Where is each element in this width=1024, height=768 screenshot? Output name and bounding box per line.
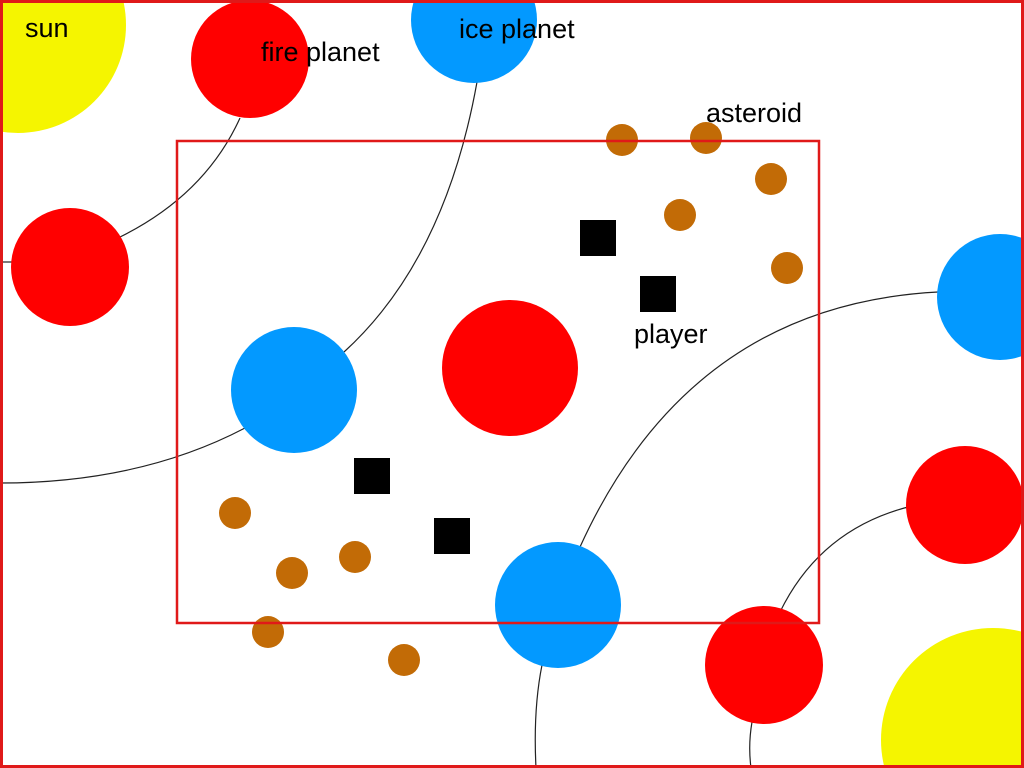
ice-planet	[231, 327, 357, 453]
player	[354, 458, 390, 494]
asteroid	[388, 644, 420, 676]
asteroid	[219, 497, 251, 529]
fire-planet	[906, 446, 1024, 564]
orbit-path	[779, 506, 909, 613]
ice-planet	[937, 234, 1024, 360]
orbit-path	[0, 427, 246, 484]
asteroid	[339, 541, 371, 573]
sun-label: sun	[25, 13, 69, 43]
orbit-paths	[0, 81, 939, 768]
asteroid	[755, 163, 787, 195]
asteroid	[252, 616, 284, 648]
player-label: player	[634, 319, 708, 349]
ice-planet	[495, 542, 621, 668]
orbit-path	[119, 117, 241, 238]
fire-planet	[705, 606, 823, 724]
player	[434, 518, 470, 554]
fire-planet-label: fire planet	[261, 37, 380, 67]
asteroid	[276, 557, 308, 589]
fire-planet	[191, 0, 309, 118]
asteroid	[771, 252, 803, 284]
sun	[881, 628, 1024, 768]
ice-planet-label: ice planet	[459, 14, 575, 44]
orbit-path	[534, 664, 543, 768]
asteroid	[664, 199, 696, 231]
orbit-path	[579, 291, 939, 548]
player	[640, 276, 676, 312]
orbit-path	[343, 81, 478, 353]
fire-planet	[11, 208, 129, 326]
asteroid-label: asteroid	[706, 98, 803, 128]
ice-planet	[411, 0, 537, 83]
player-group	[354, 220, 676, 554]
asteroid	[690, 122, 722, 154]
fire-planet	[442, 300, 578, 436]
player	[580, 220, 616, 256]
viewport-frame	[175, 139, 821, 625]
sun	[0, 0, 126, 133]
orbit-path	[749, 721, 753, 768]
